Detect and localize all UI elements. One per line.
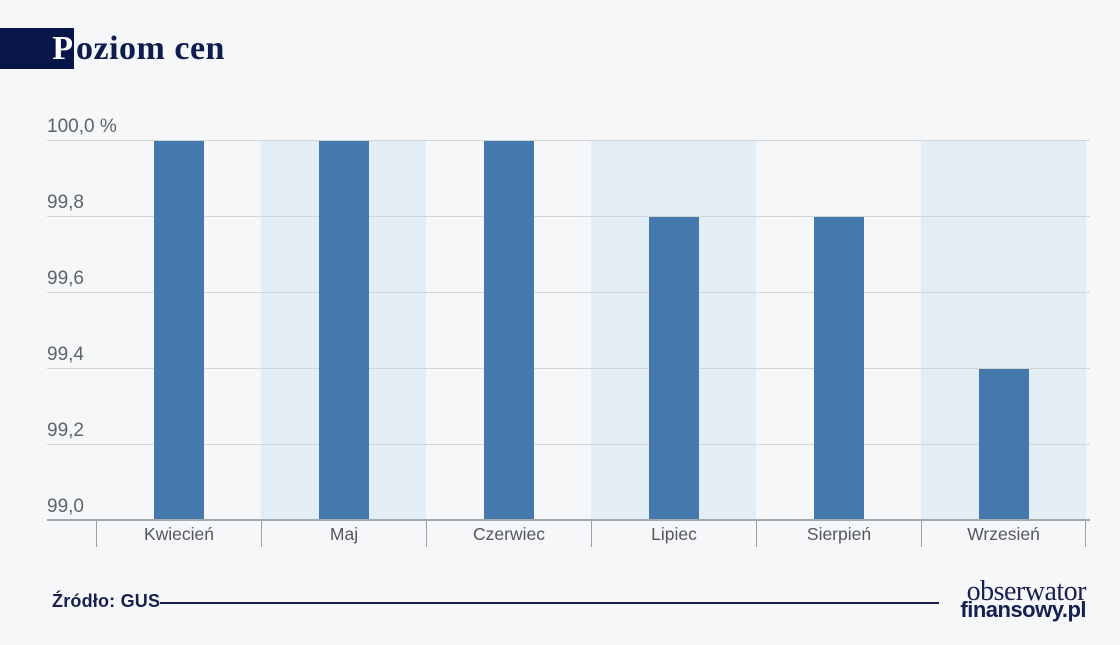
gridline: [47, 444, 1090, 445]
footer-divider-line: [160, 602, 939, 604]
gridline: [47, 140, 1090, 141]
brand-logo: obserwator finansowy.pl: [960, 578, 1086, 621]
y-tick-label: 99,4: [47, 344, 84, 365]
x-axis-label: Sierpień: [756, 521, 921, 547]
x-axis-label: Maj: [261, 521, 426, 547]
x-axis-label: Kwiecień: [96, 521, 261, 547]
x-axis-line: [47, 519, 1090, 521]
bar-Czerwiec: [484, 141, 534, 519]
title-rest-text: oziom cen: [76, 29, 225, 67]
title-first-letter: P: [52, 29, 73, 67]
x-axis-label: Czerwiec: [426, 521, 591, 547]
y-tick-label: 99,6: [47, 268, 84, 289]
y-tick-label: 100,0 %: [47, 116, 117, 137]
x-axis-label: Lipiec: [591, 521, 756, 547]
y-tick-label: 99,2: [47, 420, 84, 441]
x-axis-label: Wrzesień: [921, 521, 1086, 547]
title-accent-box: P: [0, 28, 74, 69]
bar-chart: 100,0 % 99,8 99,6 99,4 99,2 99,0 Kwiecień Maj C…: [47, 116, 1090, 547]
bar-Sierpień: [814, 217, 864, 519]
logo-line2: finansowy.pl: [960, 597, 1086, 622]
source-label: Źródło: GUS: [52, 591, 161, 611]
bar-Lipiec: [649, 217, 699, 519]
gridline: [47, 368, 1090, 369]
bar-Kwiecień: [154, 141, 204, 519]
page-title: P oziom cen: [0, 28, 225, 69]
bar-Wrzesień: [979, 369, 1029, 519]
bar-Maj: [319, 141, 369, 519]
logo-line1: obserwator: [966, 576, 1087, 607]
gridline: [47, 292, 1090, 293]
gridline: [47, 216, 1090, 217]
y-tick-label: 99,8: [47, 192, 84, 213]
y-tick-label: 99,0: [47, 496, 84, 517]
